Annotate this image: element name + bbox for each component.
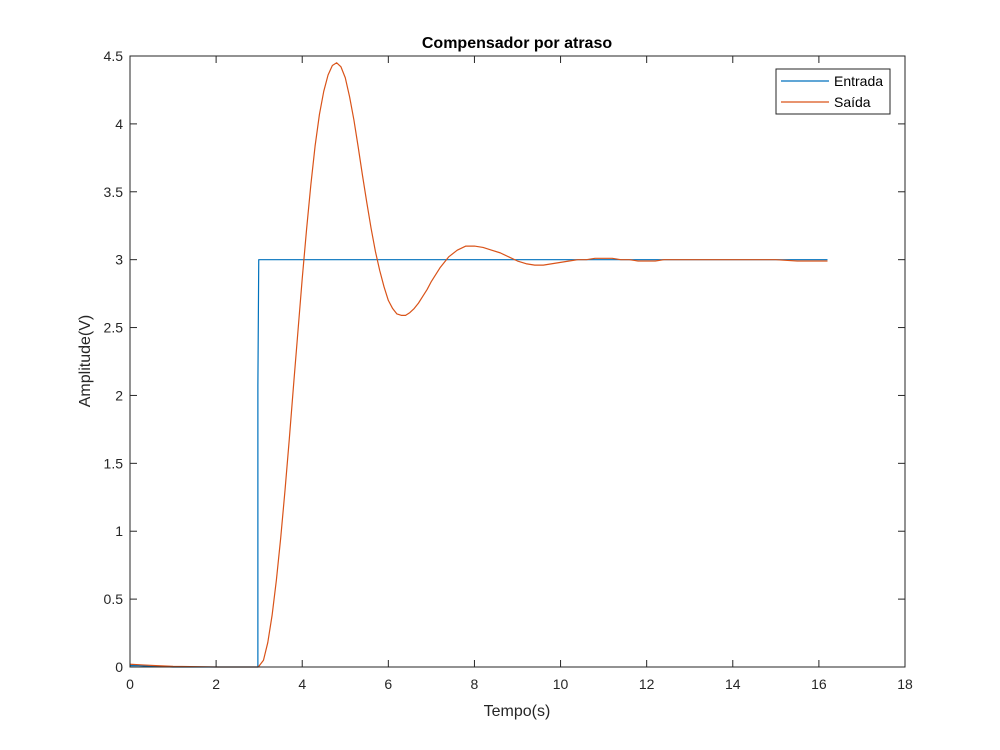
y-axis-label: Amplitude(V) bbox=[77, 315, 94, 407]
plot-area bbox=[130, 56, 905, 667]
x-tick-label: 16 bbox=[811, 676, 827, 692]
y-tick-label: 4 bbox=[115, 116, 123, 132]
x-tick-label: 8 bbox=[471, 676, 479, 692]
series-line-saida bbox=[129, 62, 828, 668]
tick-layer: 0 2 4 6 8 10 12 14 16 18 0 0.5 1 1.5 2 2.5 3 3.5 4 4.5 bbox=[104, 48, 913, 692]
legend-label-saida: Saída bbox=[834, 94, 871, 110]
x-tick-label: 4 bbox=[298, 676, 306, 692]
y-tick-label: 4.5 bbox=[104, 48, 124, 64]
y-tick-label: 0.5 bbox=[104, 591, 124, 607]
y-tick-label: 3 bbox=[115, 252, 123, 268]
x-tick-label: 6 bbox=[384, 676, 392, 692]
y-tick-label: 0 bbox=[115, 659, 123, 675]
y-tick-label: 3.5 bbox=[104, 184, 124, 200]
x-tick-label: 12 bbox=[639, 676, 655, 692]
legend-label-entrada: Entrada bbox=[834, 73, 883, 89]
legend-box bbox=[775, 68, 891, 115]
y-tick-label: 1 bbox=[115, 523, 123, 539]
x-tick-label: 18 bbox=[897, 676, 913, 692]
x-axis-label: Tempo(s) bbox=[484, 703, 551, 720]
chart-title: Compensador por atraso bbox=[422, 35, 612, 52]
legend: Entrada Saída bbox=[775, 68, 891, 115]
x-tick-label: 14 bbox=[725, 676, 741, 692]
y-tick-label: 1.5 bbox=[104, 455, 124, 471]
axes-box bbox=[129, 55, 906, 668]
x-tick-label: 0 bbox=[126, 676, 134, 692]
x-tick-label: 2 bbox=[212, 676, 220, 692]
y-tick-label: 2 bbox=[115, 387, 123, 403]
x-tick-label: 10 bbox=[553, 676, 569, 692]
y-tick-label: 2.5 bbox=[104, 320, 124, 336]
